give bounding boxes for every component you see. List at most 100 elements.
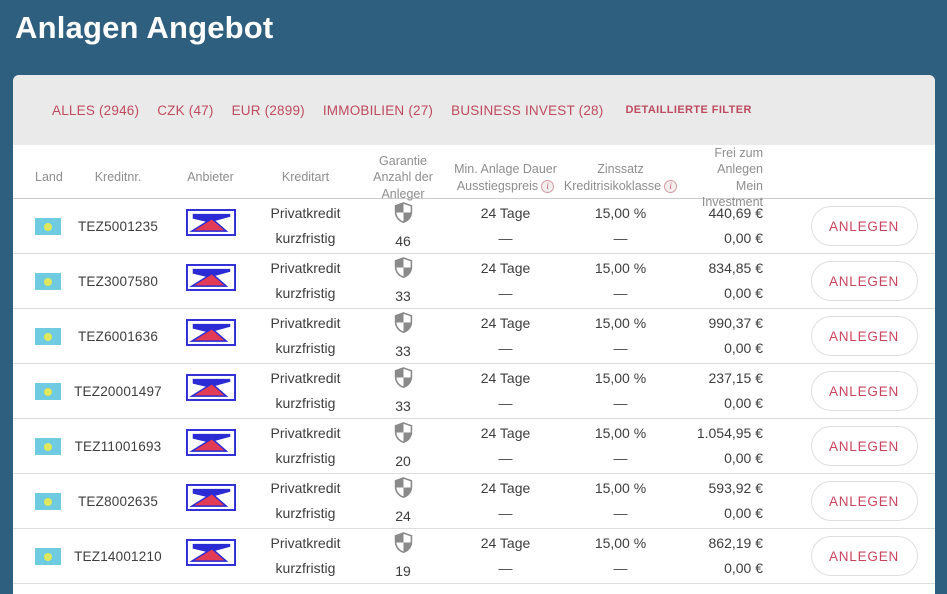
- investor-count: 24: [395, 507, 411, 524]
- country-cell: [13, 269, 68, 294]
- flag-sun: [44, 442, 52, 451]
- duration-cell: 24 Tage —: [480, 315, 531, 356]
- guarantee-cell: 33: [358, 256, 448, 306]
- filter-business-invest[interactable]: BUSINESS INVEST (28): [451, 102, 604, 118]
- anlegen-button[interactable]: ANLEGEN: [810, 481, 918, 521]
- provider-cell: [168, 538, 253, 574]
- provider-cell: [168, 208, 253, 244]
- flag-sun: [44, 277, 52, 286]
- provider-logo-icon: [185, 208, 236, 244]
- filter-immobilien[interactable]: IMMOBILIEN (27): [322, 102, 434, 118]
- page-title: Anlagen Angebot: [15, 10, 274, 45]
- anlegen-button[interactable]: ANLEGEN: [810, 261, 918, 301]
- filter-czk[interactable]: CZK (47): [157, 102, 214, 118]
- shield-icon: [394, 256, 413, 281]
- amount-cell: 440,69 € 0,00 €: [708, 205, 764, 246]
- credit-type: Privatkredit kurzfristig: [270, 315, 341, 356]
- country-cell: [13, 489, 68, 514]
- duration-cell: 24 Tage —: [480, 425, 531, 466]
- content-panel: ALLES (2946) CZK (47) EUR (2899) IMMOBIL…: [13, 75, 935, 594]
- info-icon[interactable]: i: [664, 179, 678, 193]
- detailed-filter-link[interactable]: DETAILLIERTE FILTER: [625, 104, 752, 116]
- interest-cell: 15,00 % —: [594, 535, 647, 576]
- credit-type: Privatkredit kurzfristig: [270, 205, 341, 246]
- credit-type: Privatkredit kurzfristig: [270, 425, 341, 466]
- anlegen-button[interactable]: ANLEGEN: [810, 536, 918, 576]
- investor-count: 33: [395, 397, 411, 414]
- provider-cell: [168, 373, 253, 409]
- interest-cell: 15,00 % —: [594, 480, 647, 521]
- duration-cell: 24 Tage —: [480, 535, 531, 576]
- flag-sun: [44, 332, 52, 341]
- provider-logo-icon: [185, 318, 236, 354]
- provider-cell: [168, 428, 253, 464]
- credit-number: TEZ8002635: [77, 493, 159, 509]
- action-cell: ANLEGEN: [793, 536, 935, 576]
- country-cell: [13, 324, 68, 349]
- duration-cell: 24 Tage —: [480, 205, 531, 246]
- action-cell: ANLEGEN: [793, 261, 935, 301]
- action-cell: ANLEGEN: [793, 371, 935, 411]
- interest-cell: 15,00 % —: [594, 205, 647, 246]
- kazakhstan-flag-icon: [35, 273, 61, 291]
- table-row: TEZ8002635 Privatkredit kurzfristig: [13, 474, 935, 529]
- kazakhstan-flag-icon: [35, 383, 61, 401]
- credit-type: Privatkredit kurzfristig: [270, 480, 341, 521]
- info-icon[interactable]: i: [541, 179, 555, 193]
- filter-bar: ALLES (2946) CZK (47) EUR (2899) IMMOBIL…: [13, 75, 935, 145]
- guarantee-cell: 33: [358, 311, 448, 361]
- credit-number: TEZ20001497: [74, 383, 162, 399]
- credit-number: TEZ5001235: [77, 218, 159, 234]
- filter-eur[interactable]: EUR (2899): [231, 102, 305, 118]
- kazakhstan-flag-icon: [35, 218, 61, 236]
- provider-cell: [168, 483, 253, 519]
- investor-count: 20: [395, 452, 411, 469]
- investor-count: 33: [395, 287, 411, 304]
- credit-type: Privatkredit kurzfristig: [270, 535, 341, 576]
- amount-cell: 834,85 € 0,00 €: [708, 260, 764, 301]
- provider-logo-icon: [185, 373, 236, 409]
- header-frei: Frei zum Anlegen Mein Investment: [701, 146, 763, 209]
- amount-cell: 237,15 € 0,00 €: [708, 370, 764, 411]
- guarantee-cell: 46: [358, 201, 448, 251]
- provider-logo-icon: [185, 428, 236, 464]
- filter-alles[interactable]: ALLES (2946): [52, 102, 140, 118]
- table-row: TEZ14001210 Privatkredit kurzfristig: [13, 529, 935, 584]
- kazakhstan-flag-icon: [35, 438, 61, 456]
- kazakhstan-flag-icon: [35, 328, 61, 346]
- investor-count: 33: [395, 342, 411, 359]
- anlegen-button[interactable]: ANLEGEN: [810, 206, 918, 246]
- country-cell: [13, 544, 68, 569]
- interest-cell: 15,00 % —: [594, 260, 647, 301]
- credit-number: TEZ11001693: [74, 438, 162, 454]
- credit-number: TEZ3007580: [77, 273, 159, 289]
- table-row: TEZ3007580 Privatkredit kurzfristig: [13, 254, 935, 309]
- action-cell: ANLEGEN: [793, 426, 935, 466]
- duration-cell: 24 Tage —: [480, 370, 531, 411]
- action-cell: ANLEGEN: [793, 206, 935, 246]
- duration-cell: 24 Tage —: [480, 480, 531, 521]
- amount-cell: 990,37 € 0,00 €: [708, 315, 764, 356]
- anlegen-button[interactable]: ANLEGEN: [810, 316, 918, 356]
- action-cell: ANLEGEN: [793, 481, 935, 521]
- header-min-anlage: Min. Anlage Dauer Ausstiegspreis i: [454, 162, 557, 193]
- anlegen-button[interactable]: ANLEGEN: [810, 371, 918, 411]
- shield-icon: [394, 531, 413, 556]
- interest-cell: 15,00 % —: [594, 425, 647, 466]
- country-cell: [13, 214, 68, 239]
- provider-cell: [168, 318, 253, 354]
- credit-type: Privatkredit kurzfristig: [270, 370, 341, 411]
- guarantee-cell: 20: [358, 421, 448, 471]
- shield-icon: [394, 421, 413, 446]
- table-header: Land Kreditnr. Anbieter Kreditart Garant…: [13, 145, 935, 209]
- header-kreditart: Kreditart: [281, 170, 330, 185]
- anlegen-button[interactable]: ANLEGEN: [810, 426, 918, 466]
- header-kreditnr: Kreditnr.: [94, 170, 142, 185]
- provider-logo-icon: [185, 483, 236, 519]
- amount-cell: 862,19 € 0,00 €: [708, 535, 764, 576]
- header-anbieter: Anbieter: [187, 170, 234, 185]
- country-cell: [13, 434, 68, 459]
- flag-sun: [44, 387, 52, 396]
- flag-sun: [44, 497, 52, 506]
- guarantee-cell: 24: [358, 476, 448, 526]
